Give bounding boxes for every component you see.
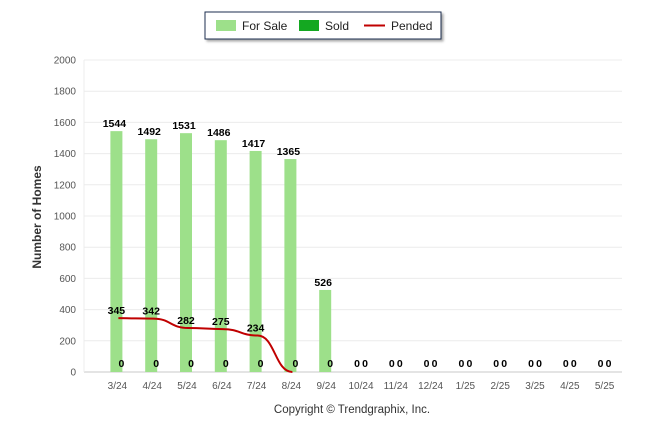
pended-value-label: 275: [212, 316, 230, 328]
y-axis-title: Number of Homes: [30, 165, 44, 269]
x-tick-label: 4/24: [142, 381, 162, 392]
x-tick-label: 6/24: [212, 381, 232, 392]
for-sale-value-label: 1544: [103, 118, 127, 130]
for-sale-bar: [284, 159, 296, 372]
for-sale-value-label: 0: [458, 358, 464, 370]
legend-item-for-sale[interactable]: For Sale: [216, 19, 288, 33]
y-tick-label: 1200: [54, 180, 77, 191]
for-sale-value-label: 0: [389, 358, 395, 370]
y-tick-label: 1600: [54, 118, 77, 129]
legend-swatch-for-sale: [216, 20, 236, 31]
copyright-credit: Copyright © Trendgraphix, Inc.: [274, 404, 430, 416]
sold-value-label: 0: [432, 358, 438, 370]
x-tick-label: 2/25: [490, 381, 510, 392]
sold-value-label: 0: [362, 358, 368, 370]
legend-label-pended: Pended: [391, 19, 432, 33]
sold-value-label: 0: [327, 358, 333, 370]
x-tick-label: 5/24: [177, 381, 197, 392]
y-tick-label: 1800: [54, 87, 77, 98]
gridlines: [84, 60, 622, 372]
x-tick-label: 10/24: [348, 381, 373, 392]
y-tick-label: 2000: [54, 56, 77, 67]
for-sale-bar: [145, 139, 157, 372]
legend-label-sold: Sold: [325, 19, 349, 33]
sold-value-label: 0: [153, 358, 159, 370]
y-tick-label: 600: [59, 274, 76, 285]
x-axis-ticks: 3/24 4/24 5/24 6/24 7/24 8/24 9/24 10/24 11/24 12…: [108, 381, 615, 392]
x-tick-label: 8/24: [282, 381, 302, 392]
x-tick-label: 1/25: [456, 381, 476, 392]
for-sale-bar: [215, 140, 227, 372]
y-axis-ticks: 0 200 400 600 800 1000 1200 1400 1600 1800 2000: [54, 56, 77, 379]
pended-value-label: 282: [177, 315, 195, 327]
x-tick-label: 7/24: [247, 381, 267, 392]
sold-value-label: 0: [118, 358, 124, 370]
sold-value-label: 0: [501, 358, 507, 370]
legend-label-for-sale: For Sale: [242, 19, 288, 33]
x-tick-label: 4/25: [560, 381, 580, 392]
for-sale-value-label: 1486: [207, 127, 231, 139]
x-tick-label: 5/25: [595, 381, 615, 392]
sold-value-label: 0: [466, 358, 472, 370]
y-tick-label: 800: [59, 243, 76, 254]
x-tick-label: 9/24: [316, 381, 336, 392]
y-tick-label: 200: [59, 336, 76, 347]
x-tick-label: 3/24: [108, 381, 128, 392]
for-sale-bars: [110, 131, 331, 372]
sold-value-label: 0: [258, 358, 264, 370]
for-sale-bar: [110, 131, 122, 372]
legend-swatch-sold: [299, 20, 319, 31]
for-sale-value-label: 0: [528, 358, 534, 370]
for-sale-value-label: 1531: [172, 120, 196, 132]
x-tick-label: 3/25: [525, 381, 545, 392]
sold-value-label: 0: [292, 358, 298, 370]
x-tick-label: 11/24: [384, 381, 409, 392]
pended-line-path: [118, 318, 292, 372]
for-sale-bar: [180, 133, 192, 372]
sold-value-label: 0: [571, 358, 577, 370]
y-tick-label: 1400: [54, 149, 77, 160]
pended-value-label: 345: [108, 305, 126, 317]
for-sale-value-label: 0: [598, 358, 604, 370]
for-sale-bar: [250, 151, 262, 372]
pended-line: [118, 318, 292, 372]
y-tick-label: 0: [70, 368, 76, 379]
for-sale-value-label: 0: [424, 358, 430, 370]
sold-value-label: 0: [536, 358, 542, 370]
legend: For Sale Sold Pended: [205, 12, 441, 39]
pended-value-label: 234: [247, 322, 265, 334]
for-sale-value-label: 1492: [138, 126, 162, 138]
for-sale-value-label: 0: [493, 358, 499, 370]
pended-value-label: 342: [142, 306, 160, 318]
sold-value-label: 0: [397, 358, 403, 370]
x-tick-label: 12/24: [418, 381, 443, 392]
y-tick-label: 1000: [54, 212, 77, 223]
sold-value-label: 0: [188, 358, 194, 370]
for-sale-value-label: 1365: [277, 146, 301, 158]
legend-item-sold[interactable]: Sold: [299, 19, 349, 33]
for-sale-value-label: 526: [314, 277, 332, 289]
sold-value-label: 0: [223, 358, 229, 370]
for-sale-value-label: 0: [563, 358, 569, 370]
sold-value-label: 0: [606, 358, 612, 370]
for-sale-value-label: 0: [354, 358, 360, 370]
y-tick-label: 400: [59, 305, 76, 316]
for-sale-value-label: 1417: [242, 138, 266, 150]
